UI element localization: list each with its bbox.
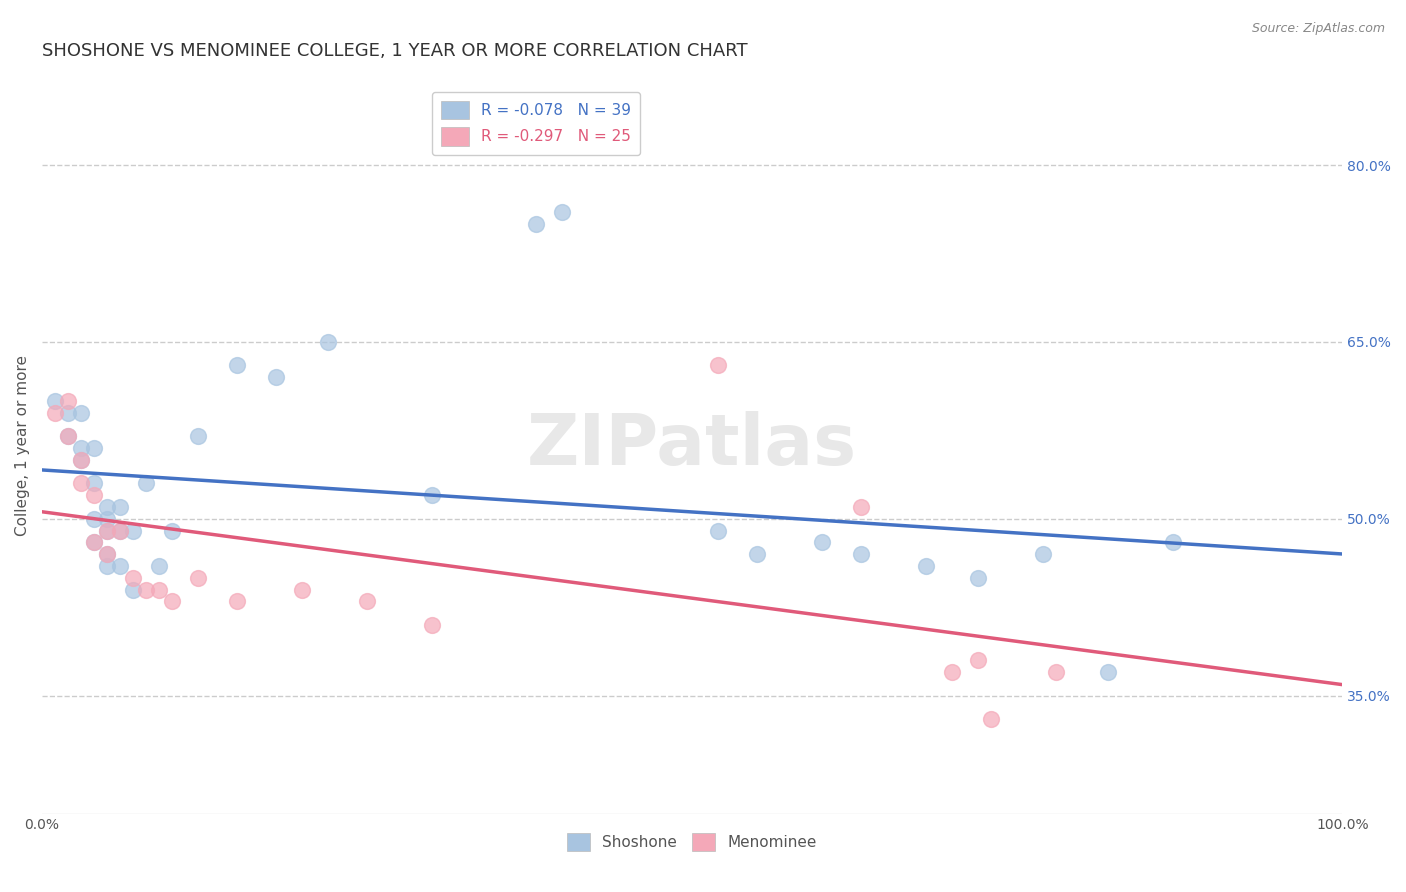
Point [811, 535, 834, 549]
Point [187, 429, 209, 443]
Point [745, 547, 768, 561]
Point [225, 594, 247, 608]
Point [121, 571, 143, 585]
Point [96, 500, 118, 514]
Point [121, 582, 143, 597]
Point [69, 476, 91, 491]
Point [1097, 665, 1119, 679]
Point [56, 429, 79, 443]
Point [524, 217, 547, 231]
Point [69, 406, 91, 420]
Point [108, 558, 131, 573]
Point [83, 476, 105, 491]
Point [967, 653, 990, 667]
Point [96, 547, 118, 561]
Point [96, 524, 118, 538]
Point [56, 406, 79, 420]
Point [108, 524, 131, 538]
Legend: R = -0.078   N = 39, R = -0.297   N = 25: R = -0.078 N = 39, R = -0.297 N = 25 [432, 92, 640, 155]
Point [225, 359, 247, 373]
Point [1032, 547, 1054, 561]
Point [849, 547, 872, 561]
Point [707, 359, 730, 373]
Point [160, 594, 183, 608]
Point [96, 524, 118, 538]
Point [96, 512, 118, 526]
Text: Source: ZipAtlas.com: Source: ZipAtlas.com [1251, 22, 1385, 36]
Point [69, 452, 91, 467]
Y-axis label: College, 1 year or more: College, 1 year or more [15, 354, 30, 535]
Point [108, 500, 131, 514]
Point [83, 535, 105, 549]
Point [420, 488, 443, 502]
Point [980, 712, 1002, 726]
Point [56, 429, 79, 443]
Point [83, 535, 105, 549]
Point [83, 512, 105, 526]
Point [69, 452, 91, 467]
Text: ZIPatlas: ZIPatlas [527, 410, 858, 480]
Point [941, 665, 963, 679]
Point [551, 205, 574, 219]
Point [44, 406, 66, 420]
Point [108, 524, 131, 538]
Point [187, 571, 209, 585]
Point [420, 618, 443, 632]
Point [148, 582, 170, 597]
Point [121, 524, 143, 538]
Point [160, 524, 183, 538]
Point [135, 476, 157, 491]
Point [83, 488, 105, 502]
Point [135, 582, 157, 597]
Point [967, 571, 990, 585]
Point [356, 594, 378, 608]
Point [96, 558, 118, 573]
Point [1161, 535, 1184, 549]
Point [44, 393, 66, 408]
Text: SHOSHONE VS MENOMINEE COLLEGE, 1 YEAR OR MORE CORRELATION CHART: SHOSHONE VS MENOMINEE COLLEGE, 1 YEAR OR… [42, 42, 748, 60]
Point [707, 524, 730, 538]
Point [148, 558, 170, 573]
Point [83, 441, 105, 455]
Point [69, 441, 91, 455]
Point [1045, 665, 1067, 679]
Point [96, 547, 118, 561]
Point [915, 558, 938, 573]
Point [56, 393, 79, 408]
Point [849, 500, 872, 514]
Point [291, 582, 314, 597]
Point [264, 370, 287, 384]
Point [316, 334, 339, 349]
